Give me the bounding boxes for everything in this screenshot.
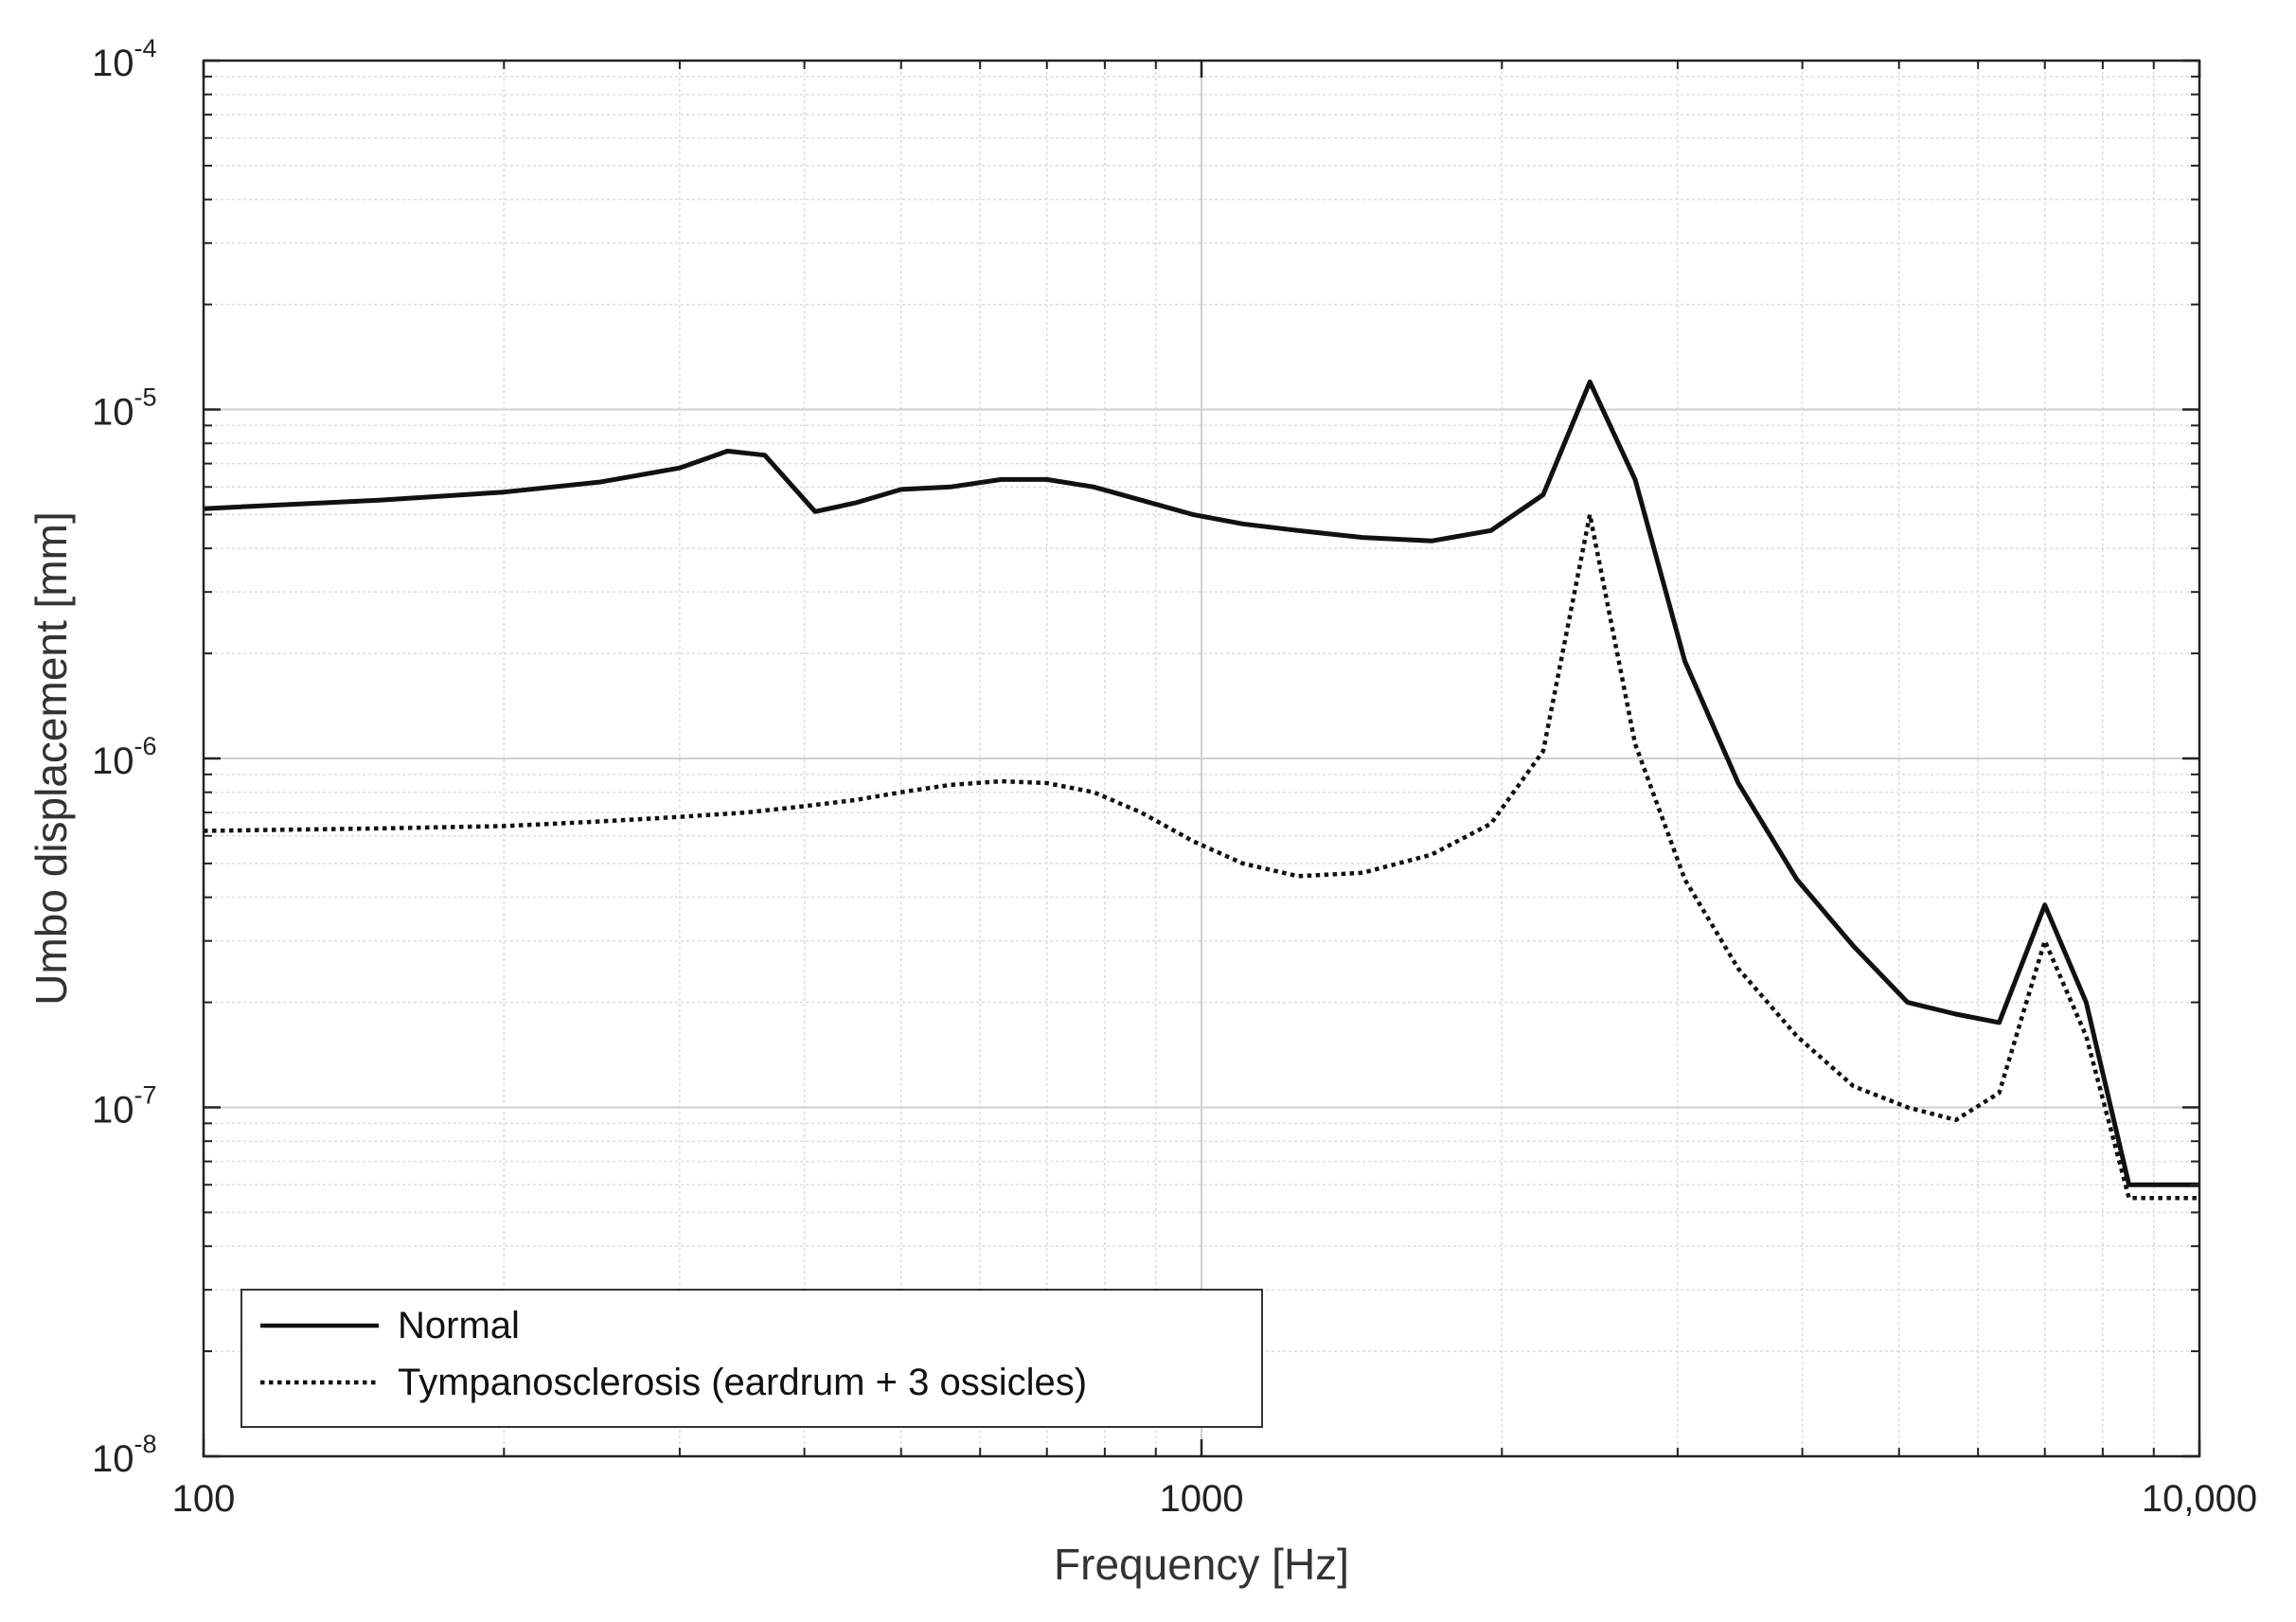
x-axis-label: Frequency [Hz] [1054,1540,1349,1589]
legend: Normal Tympanosclerosis (eardrum + 3 oss… [240,1289,1263,1428]
x-tick-labels: 100 1000 10,000 [172,1478,2258,1520]
y-tick-label: 10-8 [92,1430,157,1480]
legend-label-tympanosclerosis: Tympanosclerosis (eardrum + 3 ossicles) [398,1362,1087,1403]
y-tick-labels: 10-8 10-7 10-6 10-5 10-4 [92,34,157,1480]
series-line-tympanosclerosis [203,512,2199,1201]
y-tick-label: 10-6 [92,732,157,782]
x-tick-label: 1000 [1160,1478,1244,1520]
y-tick-label: 10-7 [92,1081,157,1132]
legend-box [240,1289,1263,1428]
series-line-normal [203,379,2199,1187]
y-axis-label: Umbo displacement [mm] [27,511,76,1006]
x-tick-label: 10,000 [2142,1478,2257,1520]
series-layer [203,379,2199,1201]
y-tick-label: 10-5 [92,383,157,434]
y-tick-label: 10-4 [92,34,157,84]
legend-label-normal: Normal [398,1305,520,1346]
x-tick-label: 100 [172,1478,236,1520]
axis-ticks [202,59,2201,1458]
